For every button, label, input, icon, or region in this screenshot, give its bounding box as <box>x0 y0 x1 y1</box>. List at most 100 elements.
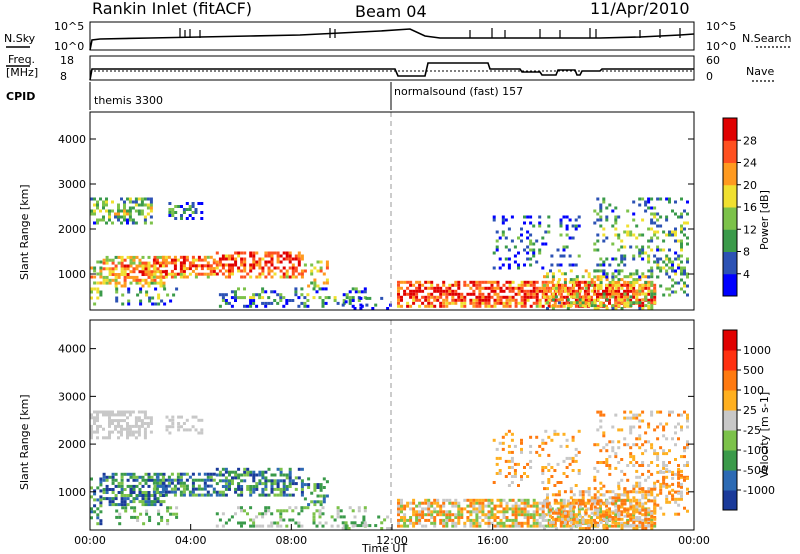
range-cell <box>614 215 618 219</box>
range-cell <box>442 301 446 305</box>
range-cell <box>686 446 689 450</box>
range-cell <box>124 509 128 513</box>
range-cell <box>508 301 512 305</box>
range-cell <box>547 215 551 219</box>
range-cell <box>638 233 642 237</box>
range-cell <box>237 487 241 491</box>
range-cell <box>553 484 557 487</box>
range-cell <box>593 493 597 497</box>
range-cell <box>475 301 479 305</box>
range-cell <box>102 478 106 482</box>
range-cell <box>300 301 304 305</box>
range-cell <box>626 443 630 447</box>
range-cell <box>325 480 329 484</box>
range-cell <box>249 485 253 488</box>
range-cell <box>351 304 355 308</box>
range-cell <box>466 518 470 522</box>
range-cell <box>215 473 219 477</box>
range-cell <box>134 200 138 204</box>
range-cell <box>267 467 271 471</box>
range-cell <box>487 286 491 290</box>
range-cell <box>668 200 671 204</box>
range-cell <box>535 295 539 299</box>
range-cell <box>629 452 633 456</box>
range-cell <box>403 507 407 511</box>
range-cell <box>647 298 651 302</box>
range-cell <box>557 490 561 494</box>
range-cell <box>626 498 630 502</box>
range-cell <box>623 487 627 491</box>
range-cell <box>526 513 530 517</box>
range-cell <box>451 301 455 305</box>
range-cell <box>635 517 639 521</box>
range-cell <box>644 501 648 505</box>
range-cell <box>568 518 572 522</box>
range-cell <box>386 515 390 519</box>
range-cell <box>635 289 639 293</box>
range-cell <box>493 518 497 522</box>
range-cell <box>492 251 496 255</box>
range-cell <box>593 443 597 447</box>
range-cell <box>221 254 225 258</box>
range-cell <box>288 266 292 270</box>
range-cell <box>550 280 554 284</box>
range-cell <box>120 197 123 201</box>
range-cell <box>584 527 588 530</box>
range-cell <box>126 503 130 507</box>
range-cell <box>439 289 443 293</box>
range-cell <box>535 513 539 517</box>
range-cell <box>141 484 145 488</box>
range-cell <box>111 497 115 501</box>
range-cell <box>99 501 103 505</box>
range-cell <box>123 209 126 213</box>
range-cell <box>611 295 615 299</box>
range-cell <box>436 504 440 508</box>
range-cell <box>559 301 563 305</box>
range-cell <box>191 493 195 497</box>
range-cell <box>638 289 642 293</box>
range-cell <box>397 507 400 511</box>
range-cell <box>535 292 539 296</box>
range-cell <box>614 452 618 456</box>
freq-unit: [MHz] <box>6 66 38 79</box>
range-cell <box>171 415 175 419</box>
range-cell <box>580 280 584 284</box>
range-cell <box>243 473 247 477</box>
range-cell <box>493 298 497 302</box>
range-cell <box>218 260 222 264</box>
range-cell <box>102 261 106 265</box>
range-cell <box>234 470 238 474</box>
range-cell <box>644 493 648 497</box>
range-cell <box>686 221 689 225</box>
range-cell <box>504 218 508 222</box>
range-cell <box>644 517 648 521</box>
range-cell <box>617 272 621 276</box>
range-cell <box>131 206 135 210</box>
range-cell <box>671 497 675 501</box>
range-cell <box>526 289 530 293</box>
colorbar-swatch <box>723 390 737 411</box>
range-cell <box>578 499 582 503</box>
range-cell <box>191 478 195 482</box>
range-cell <box>543 514 546 518</box>
range-cell <box>650 446 654 450</box>
range-cell <box>571 236 575 240</box>
range-cell <box>418 518 422 522</box>
range-cell <box>641 257 645 261</box>
range-cell <box>562 472 566 475</box>
range-cell <box>677 239 680 243</box>
range-cell <box>617 263 621 267</box>
range-cell <box>224 493 228 497</box>
range-cell <box>614 413 618 417</box>
range-cell <box>145 293 149 297</box>
range-cell <box>90 424 93 428</box>
range-cell <box>188 272 192 276</box>
range-cell <box>620 245 624 249</box>
range-cell <box>593 242 597 246</box>
range-cell <box>460 507 464 511</box>
range-cell <box>478 295 482 299</box>
range-cell <box>155 261 159 265</box>
range-cell <box>620 269 624 273</box>
range-cell <box>221 479 225 483</box>
range-cell <box>492 215 496 219</box>
